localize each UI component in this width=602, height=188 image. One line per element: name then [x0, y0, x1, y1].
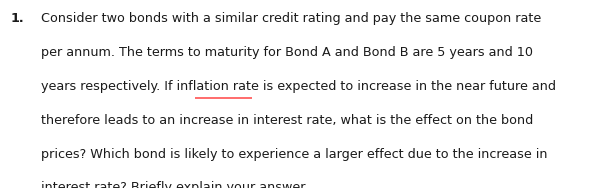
Text: interest rate? Briefly explain your answer.: interest rate? Briefly explain your answ… [41, 181, 308, 188]
Text: per annum. The terms to maturity for Bond A and Bond B are 5 years and 10: per annum. The terms to maturity for Bon… [41, 46, 533, 59]
Text: 1.: 1. [11, 12, 25, 25]
Text: Consider two bonds with a similar credit rating and pay the same coupon rate: Consider two bonds with a similar credit… [41, 12, 541, 25]
Text: years respectively. If inflation rate is expected to increase in the near future: years respectively. If inflation rate is… [41, 80, 556, 93]
Text: prices? Which bond is likely to experience a larger effect due to the increase i: prices? Which bond is likely to experien… [41, 148, 547, 161]
Text: therefore leads to an increase in interest rate, what is the effect on the bond: therefore leads to an increase in intere… [41, 114, 533, 127]
